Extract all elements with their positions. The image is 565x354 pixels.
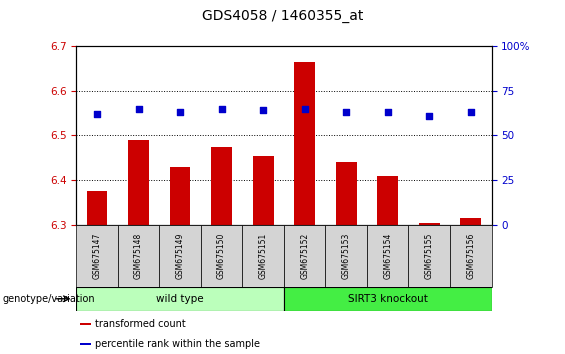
Bar	[128, 140, 149, 225]
Point	[259, 108, 268, 113]
Bar	[253, 155, 273, 225]
Bar	[86, 191, 107, 225]
Point	[342, 109, 351, 115]
Bar	[367, 225, 408, 287]
Text: GSM675149: GSM675149	[176, 233, 185, 279]
Text: GSM675154: GSM675154	[383, 233, 392, 279]
Text: percentile rank within the sample: percentile rank within the sample	[95, 339, 260, 349]
Text: GDS4058 / 1460355_at: GDS4058 / 1460355_at	[202, 9, 363, 23]
Bar	[408, 225, 450, 287]
Bar	[170, 167, 190, 225]
Text: GSM675152: GSM675152	[300, 233, 309, 279]
Bar	[159, 225, 201, 287]
Bar	[294, 62, 315, 225]
Text: GSM675155: GSM675155	[425, 233, 434, 279]
Point	[217, 106, 226, 112]
Text: transformed count: transformed count	[95, 319, 186, 329]
Bar	[80, 343, 91, 345]
Bar	[325, 225, 367, 287]
Bar	[118, 225, 159, 287]
Text: GSM675153: GSM675153	[342, 233, 351, 279]
Bar	[211, 147, 232, 225]
Point	[134, 106, 143, 112]
Bar	[76, 225, 118, 287]
Point	[466, 109, 475, 115]
Point	[176, 109, 185, 115]
Bar	[377, 176, 398, 225]
Text: GSM675147: GSM675147	[93, 233, 102, 279]
Point	[300, 106, 309, 112]
Text: wild type: wild type	[157, 294, 204, 304]
Text: SIRT3 knockout: SIRT3 knockout	[348, 294, 428, 304]
Bar	[284, 287, 492, 311]
Bar	[242, 225, 284, 287]
Point	[425, 113, 434, 119]
Text: GSM675156: GSM675156	[466, 233, 475, 279]
Text: GSM675150: GSM675150	[217, 233, 226, 279]
Text: genotype/variation: genotype/variation	[3, 294, 95, 304]
Bar	[460, 218, 481, 225]
Point	[383, 109, 392, 115]
Bar	[450, 225, 492, 287]
Bar	[284, 225, 325, 287]
Bar	[76, 287, 284, 311]
Text: GSM675151: GSM675151	[259, 233, 268, 279]
Bar	[419, 223, 440, 225]
Bar	[201, 225, 242, 287]
Bar	[80, 323, 91, 325]
Point	[93, 111, 102, 117]
Bar	[336, 162, 357, 225]
Text: GSM675148: GSM675148	[134, 233, 143, 279]
